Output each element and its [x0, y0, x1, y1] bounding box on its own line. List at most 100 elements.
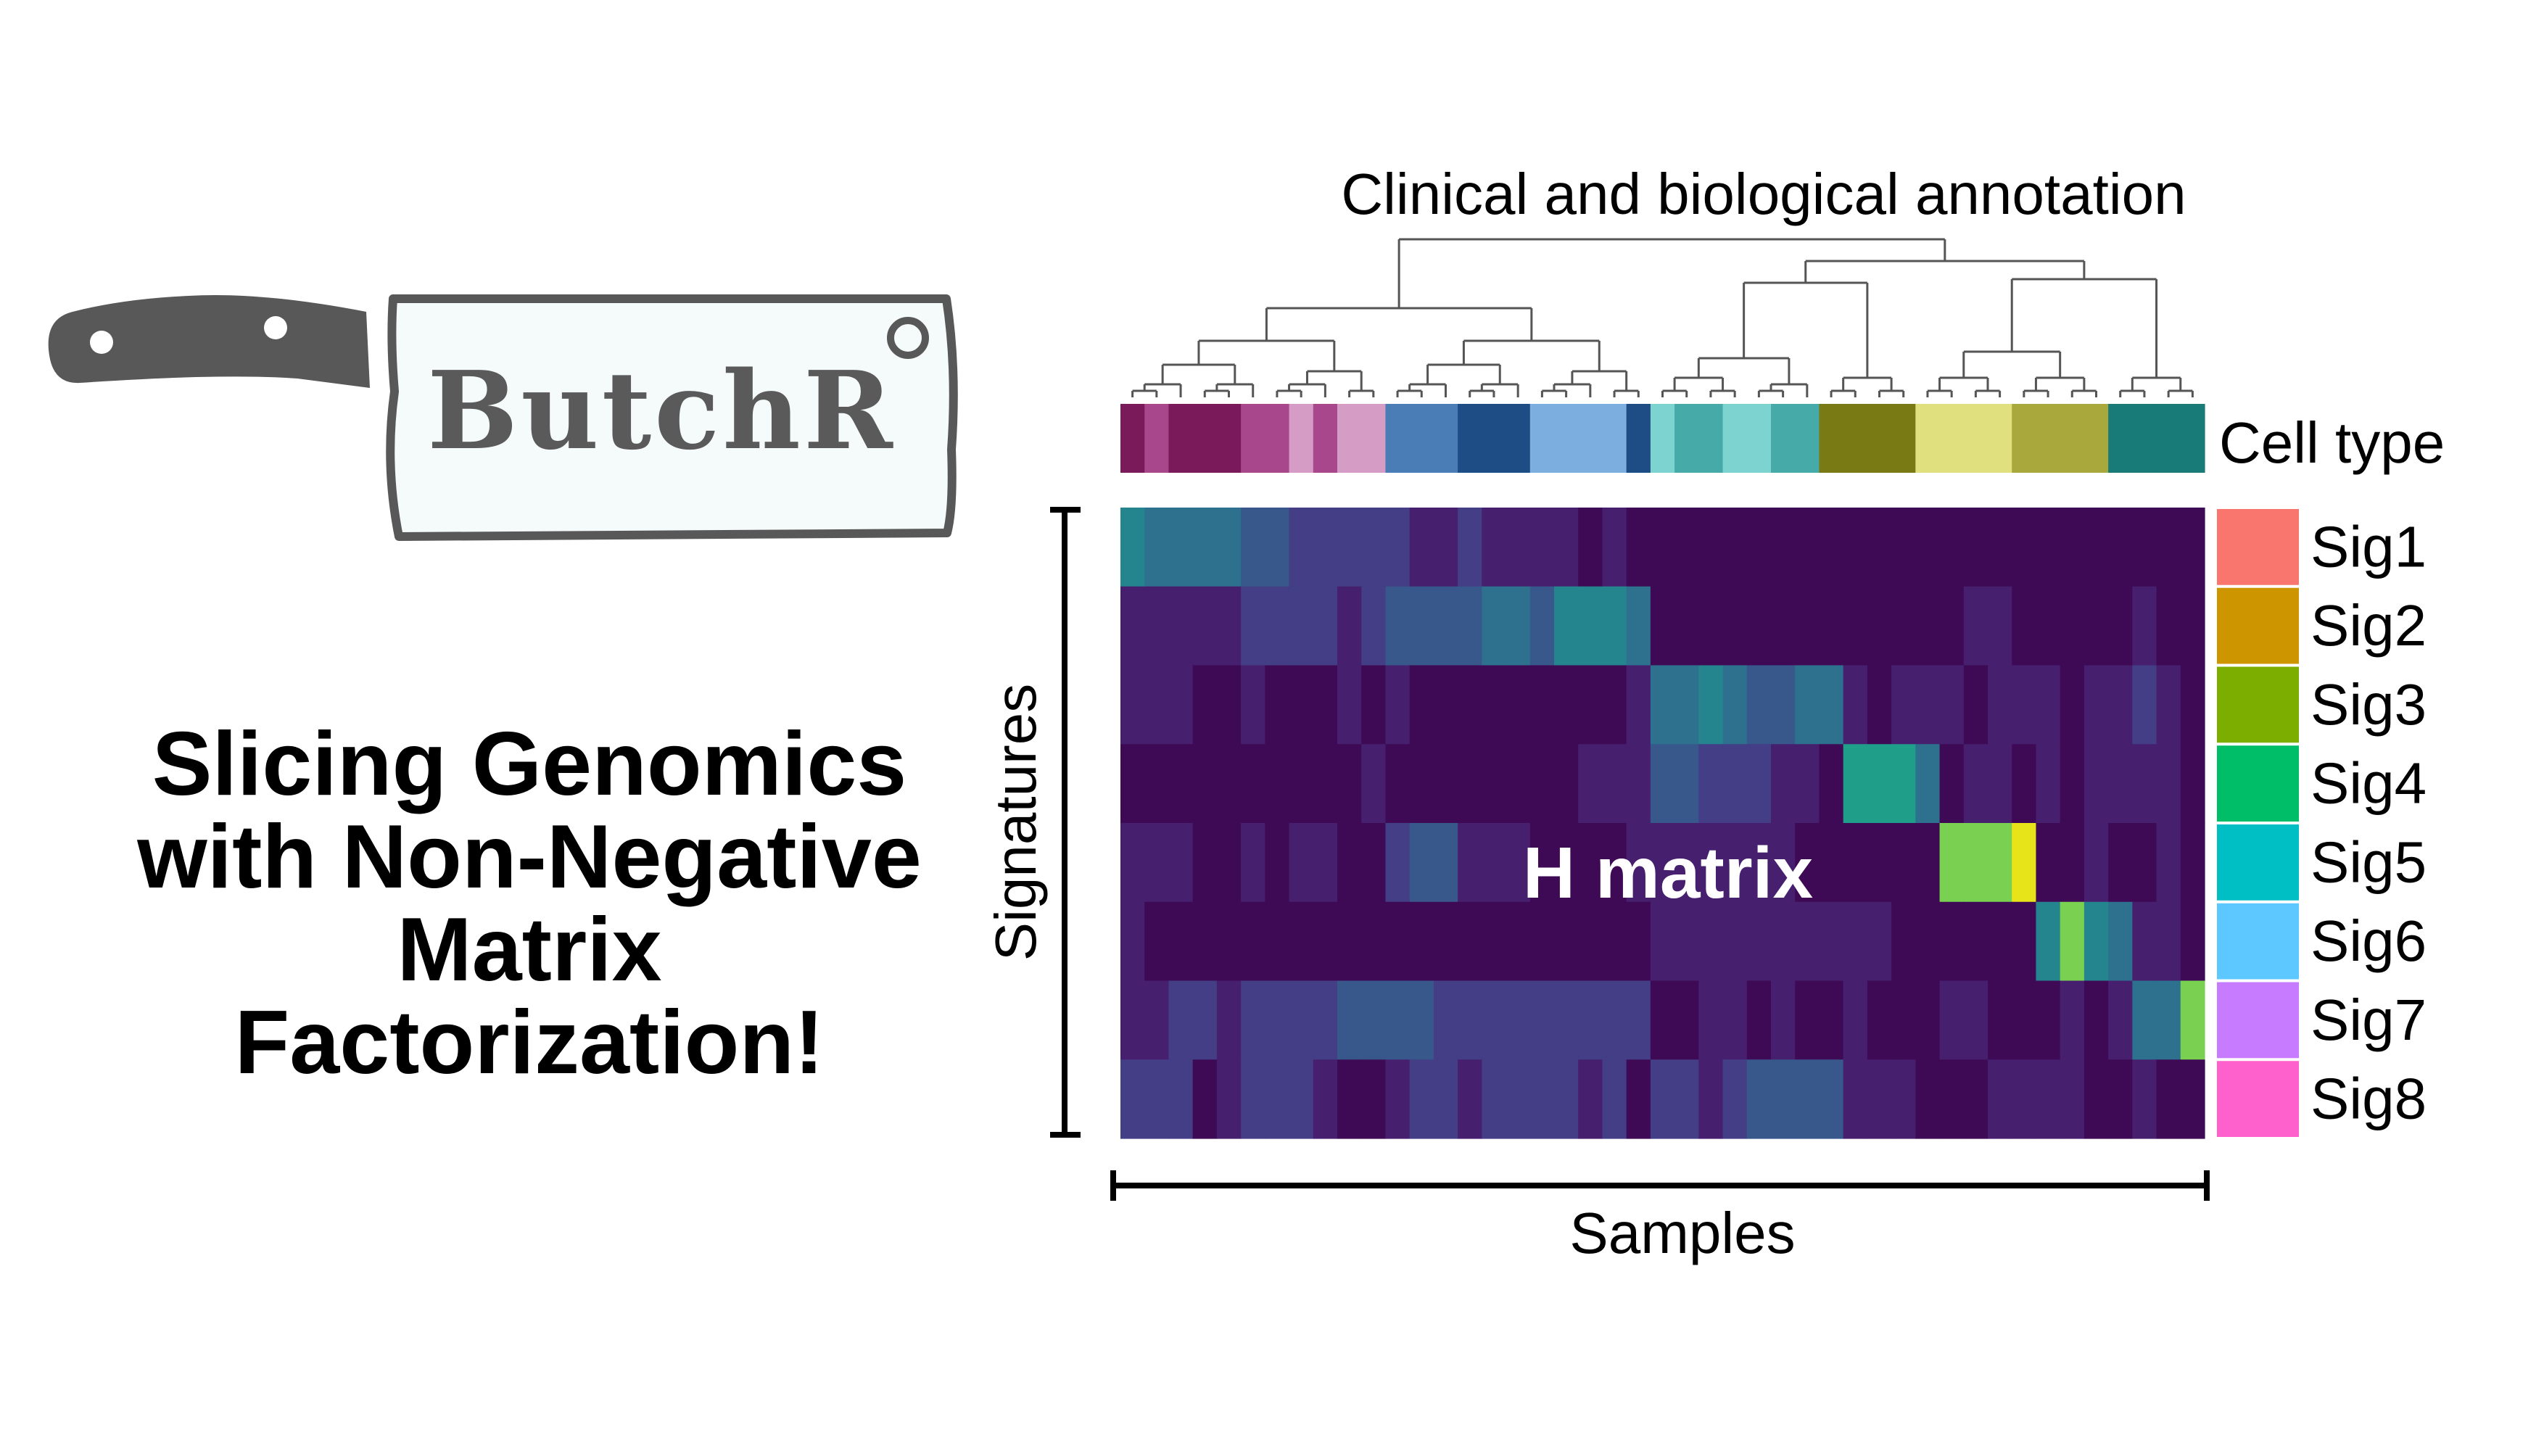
- heatmap-cell: [1698, 980, 1724, 1060]
- heatmap-cell: [1385, 744, 1411, 824]
- heatmap-cell: [1795, 980, 1820, 1060]
- heatmap-cell: [1168, 508, 1194, 587]
- heatmap-cell: [2012, 980, 2037, 1060]
- heatmap-cell: [1698, 823, 1724, 903]
- heatmap-cell: [1361, 823, 1387, 903]
- heatmap-cell: [1771, 1059, 1796, 1139]
- heatmap-cell: [2156, 508, 2181, 587]
- heatmap-cell: [2060, 586, 2085, 666]
- heatmap-cell: [1337, 823, 1362, 903]
- heatmap-cell: [1554, 665, 1579, 745]
- heatmap-cell: [1602, 980, 1627, 1060]
- heatmap-cell: [2180, 586, 2205, 666]
- heatmap-cell: [1867, 1059, 1892, 1139]
- heatmap-cell: [1988, 744, 2012, 824]
- heatmap-cell: [1168, 823, 1194, 903]
- heatmap-cell: [1722, 744, 1748, 824]
- heatmap-cell: [1458, 508, 1482, 587]
- tagline-line: Factorization!: [234, 993, 825, 1093]
- cell-type-cell: [1361, 404, 1387, 473]
- heatmap-cell: [1915, 1059, 1941, 1139]
- heatmap-cell: [1578, 823, 1603, 903]
- heatmap-cell: [1482, 980, 1507, 1060]
- heatmap-cell: [1771, 665, 1796, 745]
- heatmap-cell: [2036, 823, 2061, 903]
- heatmap-cell: [1891, 586, 1916, 666]
- heatmap-cell: [1529, 508, 1555, 587]
- heatmap-cell: [2108, 901, 2133, 982]
- heatmap-cell: [1337, 508, 1362, 587]
- heatmap-cell: [1361, 744, 1387, 824]
- heatmap-cell: [1626, 744, 1651, 824]
- heatmap-cell: [1771, 586, 1796, 666]
- heatmap-cell: [2036, 901, 2061, 982]
- knife-handle-icon: [48, 294, 370, 388]
- heatmap-cell: [2060, 1059, 2085, 1139]
- heatmap-cell: [1168, 980, 1194, 1060]
- heatmap-cell: [1144, 508, 1170, 587]
- heatmap-cell: [1168, 901, 1194, 982]
- heatmap-cell: [1819, 508, 1844, 587]
- heatmap-cell: [1313, 508, 1338, 587]
- heatmap-cell: [1746, 1059, 1772, 1139]
- heatmap-cell: [1313, 1059, 1338, 1139]
- heatmap-cell: [1554, 586, 1579, 666]
- heatmap-cell: [1192, 1059, 1218, 1139]
- heatmap-cell: [2108, 665, 2133, 745]
- heatmap-cell: [1458, 823, 1482, 903]
- cell-type-cell: [1385, 404, 1411, 473]
- heatmap-cell: [1144, 744, 1170, 824]
- signature-label: Sig6: [2310, 909, 2427, 973]
- heatmap-cell: [2156, 980, 2181, 1060]
- y-axis-label: Signatures: [983, 684, 1048, 961]
- heatmap-cell: [1529, 586, 1555, 666]
- heatmap-cell: [1361, 1059, 1387, 1139]
- heatmap-cell: [2083, 980, 2109, 1060]
- heatmap-cell: [2060, 823, 2085, 903]
- blade-icon: [386, 294, 958, 541]
- signature-swatch: [2217, 666, 2299, 743]
- heatmap-cell: [1120, 508, 1145, 587]
- cell-type-cell: [1843, 404, 1868, 473]
- heatmap-cell: [1988, 901, 2012, 982]
- heatmap-cell: [1722, 586, 1748, 666]
- cell-type-cell: [1939, 404, 1965, 473]
- heatmap-cell: [2012, 901, 2037, 982]
- heatmap-cell: [1482, 901, 1507, 982]
- heatmap-cell: [2060, 980, 2085, 1060]
- heatmap-cell: [1674, 823, 1699, 903]
- h-matrix-heatmap: [1120, 508, 2205, 1139]
- signature-label: Sig4: [2310, 751, 2427, 816]
- heatmap-cell: [1698, 901, 1724, 982]
- heatmap-cell: [2132, 980, 2157, 1060]
- heatmap-cell: [1650, 901, 1675, 982]
- heatmap-cell: [1578, 1059, 1603, 1139]
- matrix-label: H matrix: [1523, 832, 1813, 914]
- cell-type-label: Cell type: [2219, 410, 2445, 475]
- cell-type-cell: [1963, 404, 1988, 473]
- cell-type-cell: [1867, 404, 1892, 473]
- heatmap-cell: [1265, 744, 1290, 824]
- heatmap-cell: [1289, 586, 1314, 666]
- heatmap-cell: [1843, 508, 1868, 587]
- heatmap-cell: [1241, 980, 1265, 1060]
- heatmap-cell: [1819, 901, 1844, 982]
- heatmap-cell: [2036, 744, 2061, 824]
- heatmap-cell: [1506, 508, 1531, 587]
- heatmap-cell: [1337, 665, 1362, 745]
- heatmap-cell: [2108, 744, 2133, 824]
- heatmap-cell: [1216, 586, 1242, 666]
- cell-type-cell: [2156, 404, 2181, 473]
- cell-type-cell: [1506, 404, 1531, 473]
- heatmap-cell: [1602, 586, 1627, 666]
- heatmap-cell: [1843, 980, 1868, 1060]
- heatmap-cell: [1891, 1059, 1916, 1139]
- heatmap-cell: [2156, 665, 2181, 745]
- signature-legend: Sig1 Sig2 Sig3 Sig4 Sig5 Sig6 Sig7 Sig8: [2217, 509, 2427, 1137]
- signature-label: Sig2: [2310, 593, 2427, 658]
- signature-swatch: [2217, 982, 2299, 1059]
- heatmap-cell: [1168, 1059, 1194, 1139]
- heatmap-cell: [2036, 665, 2061, 745]
- heatmap-cell: [1120, 1059, 1145, 1139]
- heatmap-cell: [1939, 980, 1965, 1060]
